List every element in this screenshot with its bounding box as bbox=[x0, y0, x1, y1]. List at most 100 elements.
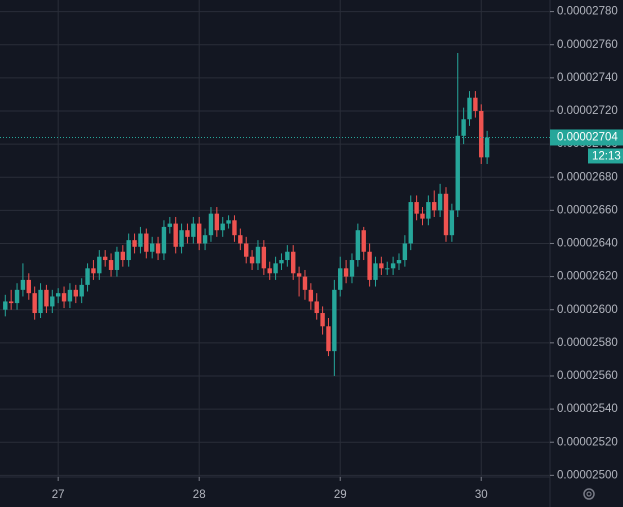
candle-body bbox=[326, 326, 331, 352]
candle-body bbox=[114, 251, 120, 270]
candle-body bbox=[302, 276, 308, 290]
candle-body bbox=[349, 260, 355, 277]
y-tick-label: 0.00002540 bbox=[557, 403, 618, 415]
y-tick-label: 0.00002560 bbox=[557, 370, 618, 382]
candle-body bbox=[285, 251, 290, 261]
candle-body bbox=[3, 301, 8, 310]
candle-body bbox=[455, 135, 460, 211]
candle-body bbox=[67, 289, 73, 302]
candle-body bbox=[120, 251, 126, 261]
candle-body bbox=[226, 220, 231, 224]
candle-body bbox=[402, 243, 408, 261]
candle-body bbox=[267, 268, 272, 274]
candle-body bbox=[385, 268, 390, 270]
candle-body bbox=[467, 97, 472, 120]
candle-body bbox=[79, 284, 84, 297]
candle-body bbox=[179, 230, 184, 247]
x-tick-label: 27 bbox=[52, 489, 65, 501]
candle-body bbox=[255, 246, 261, 264]
x-tick-label: 30 bbox=[475, 489, 488, 501]
candle-body bbox=[14, 289, 20, 304]
candle-body bbox=[191, 223, 196, 237]
candle-body bbox=[126, 240, 131, 261]
candle-body bbox=[214, 213, 220, 231]
countdown-label: 12:13 bbox=[592, 151, 621, 163]
candle-body bbox=[97, 256, 102, 274]
candle-body bbox=[338, 268, 343, 290]
candle-body bbox=[73, 289, 79, 297]
candle-body bbox=[149, 243, 155, 252]
candle-body bbox=[461, 119, 466, 136]
candle-body bbox=[185, 230, 190, 237]
candle-body bbox=[155, 243, 161, 254]
candle-body bbox=[167, 223, 173, 227]
y-tick-label: 0.00002780 bbox=[557, 6, 618, 18]
candle-body bbox=[443, 193, 449, 236]
y-tick-label: 0.00002520 bbox=[557, 436, 618, 448]
settings-icon[interactable] bbox=[583, 488, 595, 500]
x-tick-label: 29 bbox=[334, 489, 347, 501]
candle-body bbox=[420, 213, 425, 219]
candle-body bbox=[249, 256, 255, 264]
candle-body bbox=[390, 263, 396, 269]
x-tick-label: 28 bbox=[193, 489, 206, 501]
y-tick-label: 0.00002500 bbox=[557, 469, 618, 481]
candle-body bbox=[91, 268, 96, 274]
candle-body bbox=[144, 233, 149, 252]
candle-body bbox=[32, 293, 37, 314]
candle-body bbox=[279, 260, 284, 264]
candle-body bbox=[343, 268, 349, 277]
candle-body bbox=[50, 296, 55, 307]
candle-body bbox=[484, 137, 490, 158]
candle-body bbox=[26, 279, 31, 294]
candle-body bbox=[426, 202, 431, 219]
gear[interactable] bbox=[583, 488, 595, 500]
candle-body bbox=[437, 193, 443, 211]
y-tick-label: 0.00002660 bbox=[557, 204, 618, 216]
candle-body bbox=[473, 97, 478, 111]
y-tick-label: 0.00002720 bbox=[557, 105, 618, 117]
y-tick-label: 0.00002600 bbox=[557, 304, 618, 316]
y-tick-label: 0.00002640 bbox=[557, 238, 618, 250]
last-price-label: 0.00002704 bbox=[557, 132, 618, 144]
candle-body bbox=[132, 240, 137, 247]
candle-body bbox=[208, 213, 214, 236]
candle-body bbox=[261, 246, 267, 269]
candle-body bbox=[308, 289, 314, 302]
candle-body bbox=[355, 230, 361, 261]
candle-body bbox=[432, 202, 437, 211]
y-tick-label: 0.00002620 bbox=[557, 271, 618, 283]
candle-body bbox=[479, 110, 484, 158]
candle-body bbox=[291, 251, 296, 274]
candle-body bbox=[238, 235, 243, 244]
candle-body bbox=[361, 230, 366, 252]
last-price-tag bbox=[550, 129, 623, 146]
candle-body bbox=[408, 202, 413, 244]
candle-body bbox=[55, 293, 61, 297]
countdown-tag bbox=[588, 148, 623, 164]
y-tick-label: 0.00002760 bbox=[557, 39, 618, 51]
candle-body bbox=[373, 263, 378, 280]
candle-body bbox=[220, 223, 225, 231]
y-tick-label: 0.00002740 bbox=[557, 72, 618, 84]
candle-body bbox=[173, 223, 178, 247]
candle-body bbox=[244, 243, 249, 257]
candle-body bbox=[8, 301, 14, 304]
candle-body bbox=[396, 260, 402, 264]
candle-body bbox=[44, 289, 49, 307]
candle-body bbox=[449, 210, 455, 236]
candle-body bbox=[273, 263, 278, 274]
candle-body bbox=[314, 301, 319, 314]
gear-center[interactable] bbox=[586, 491, 592, 497]
y-tick-label: 0.00002580 bbox=[557, 337, 618, 349]
candle-body bbox=[367, 251, 372, 280]
candle-body bbox=[296, 273, 302, 277]
candle-body bbox=[414, 202, 419, 214]
candle-body bbox=[320, 313, 325, 327]
candle-body bbox=[161, 226, 167, 254]
y-tick-label: 0.00002680 bbox=[557, 171, 618, 183]
candle-body bbox=[138, 233, 143, 247]
candle-body bbox=[332, 289, 337, 352]
